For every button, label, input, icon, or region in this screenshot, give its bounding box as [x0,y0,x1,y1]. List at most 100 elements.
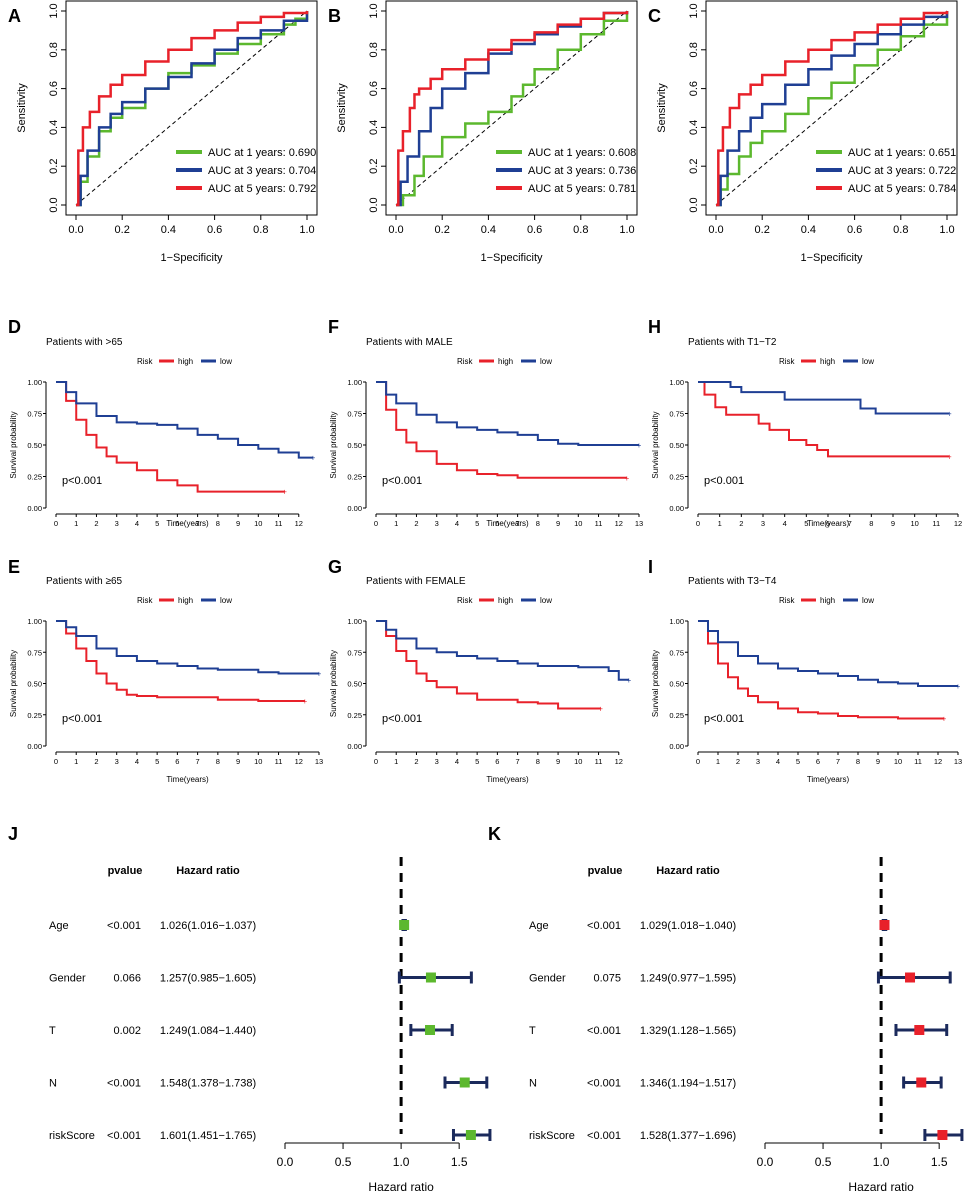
diagonal-reference-line [715,10,948,206]
x-tick-label: 10 [574,757,582,766]
legend-label: low [862,357,874,366]
y-tick-label: 0.50 [669,680,684,689]
row-label: N [49,1078,57,1090]
x-axis-label: 1−Specificity [480,252,543,264]
x-tick-label: 10 [910,519,918,528]
x-tick-label: 9 [891,519,895,528]
x-tick-label: 3 [115,519,119,528]
legend-label: high [178,596,193,605]
survival-curve-low [376,620,629,681]
row-hazard-ratio: 1.029(1.018−1.040) [640,920,736,932]
y-tick-label: 1.00 [669,378,684,387]
panel-title: Patients with >65 [46,337,123,348]
row-hazard-ratio: 1.257(0.985−1.605) [160,973,256,985]
row-label: Gender [529,973,566,985]
legend-title: Risk [779,596,796,605]
p-value: p<0.001 [382,713,422,725]
hr-marker [459,1077,470,1088]
y-tick-label: 0.50 [27,441,42,450]
x-tick-label: 10 [254,757,262,766]
censor-mark: + [317,670,322,679]
censor-mark: + [947,410,952,419]
x-tick-label: 0.2 [755,224,770,236]
y-tick-label: 0.50 [669,441,684,450]
y-tick-label: 1.00 [347,378,362,387]
x-tick-label: 0.4 [801,224,816,236]
legend-label: AUC at 5 years: 0.781 [528,183,636,195]
censor-mark: + [637,441,642,450]
x-axis-label: Time(years) [166,775,209,784]
x-tick-label: 0.5 [815,1155,832,1169]
p-value: p<0.001 [62,713,102,725]
legend-title: Risk [137,596,154,605]
x-axis-label: 1−Specificity [800,252,863,264]
panel-label-B: B [328,6,341,26]
legend-label: AUC at 3 years: 0.704 [208,165,316,177]
legend-label: low [862,596,874,605]
y-tick-label: 1.0 [48,3,60,18]
x-tick-label: 1 [74,519,78,528]
x-tick-label: 2 [736,757,740,766]
column-header-pvalue: pvalue [108,865,143,877]
y-tick-label: 0.4 [48,120,60,135]
x-tick-label: 0.0 [388,224,403,236]
legend-label: AUC at 5 years: 0.792 [208,183,316,195]
panel-label-H: H [648,317,661,337]
x-tick-label: 2 [94,757,98,766]
panel-label-A: A [8,6,21,26]
x-tick-label: 3 [435,757,439,766]
x-tick-label: 6 [495,519,499,528]
p-value: p<0.001 [704,713,744,725]
survival-curve-high [698,620,944,720]
x-tick-label: 6 [175,519,179,528]
x-tick-label: 5 [155,757,159,766]
y-tick-label: 0.50 [27,680,42,689]
y-tick-label: 0.8 [688,42,700,57]
x-tick-label: 1.0 [393,1155,410,1169]
y-axis-label: Survival probability [329,411,338,478]
x-tick-label: 0 [696,757,700,766]
row-pvalue: <0.001 [587,1025,621,1037]
km-panel-D: Patients with >65 Risk high low 0.00 0.25 0.50… [9,337,316,528]
x-tick-label: 0.4 [481,224,496,236]
x-tick-label: 7 [516,519,520,528]
x-tick-label: 1.0 [873,1155,890,1169]
y-tick-label: 0.8 [368,42,380,57]
x-tick-label: 1 [718,519,722,528]
x-tick-label: 7 [836,757,840,766]
y-tick-label: 0.25 [347,711,362,720]
roc-panel-A: 0.0 0.2 0.4 0.6 0.8 1.0 0.0 0.2 0.4 0.6 0.8 1.0 1−Sp… [16,0,318,264]
censor-mark: + [311,454,316,463]
y-tick-label: 0.2 [688,159,700,174]
y-tick-label: 1.00 [27,617,42,626]
legend-label: AUC at 3 years: 0.736 [528,165,636,177]
censor-mark: + [627,676,632,685]
x-tick-label: 2 [414,757,418,766]
y-tick-label: 0.4 [688,120,700,135]
y-tick-label: 0.6 [48,81,60,96]
legend-label: AUC at 1 years: 0.651 [848,147,956,159]
x-axis-label: Time(years) [166,519,209,528]
x-tick-label: 10 [894,757,902,766]
legend-title: Risk [779,357,796,366]
x-tick-label: 1.5 [931,1155,948,1169]
panel-label-D: D [8,317,21,337]
x-tick-label: 9 [236,519,240,528]
x-tick-label: 0 [696,519,700,528]
y-axis-label: Survival probability [651,411,660,478]
legend-label: high [498,596,513,605]
x-axis-label: Time(years) [486,519,529,528]
y-tick-label: 1.00 [669,617,684,626]
y-tick-label: 0.75 [669,648,684,657]
y-tick-label: 0.4 [368,120,380,135]
legend-title: Risk [137,357,154,366]
survival-curve-low [56,620,319,675]
row-label: riskScore [49,1130,95,1142]
x-tick-label: 12 [295,757,303,766]
y-tick-label: 0.25 [347,473,362,482]
y-axis-label: Survival probability [329,650,338,717]
row-pvalue: 0.066 [113,973,141,985]
x-tick-label: 0.5 [335,1155,352,1169]
legend-label: low [540,357,552,366]
row-pvalue: <0.001 [587,920,621,932]
